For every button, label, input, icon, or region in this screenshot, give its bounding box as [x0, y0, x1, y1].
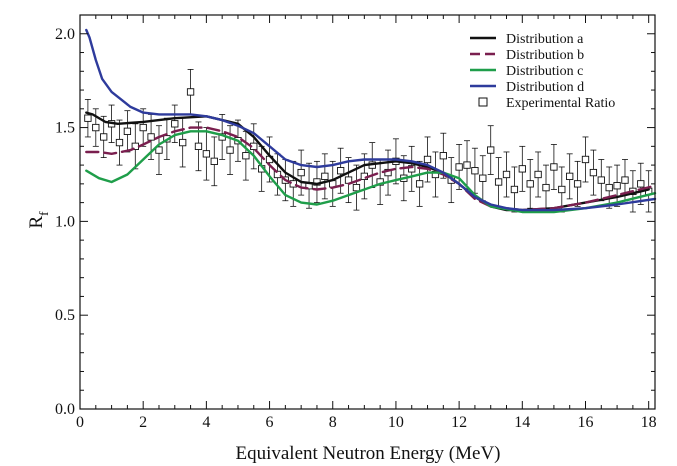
legend-label-1: Distribution b	[506, 48, 584, 63]
plot-area	[84, 28, 657, 214]
experimental-point	[558, 185, 566, 194]
experimental-point	[123, 127, 132, 135]
x-tick-label-6: 12	[451, 414, 467, 431]
experimental-point	[194, 142, 203, 150]
experimental-point	[202, 150, 211, 158]
x-tick-label-9: 18	[641, 414, 657, 431]
x-tick-label-1: 2	[139, 414, 147, 431]
experimental-point	[297, 168, 305, 177]
experimental-point	[289, 180, 297, 188]
x-tick-label-7: 14	[514, 414, 530, 431]
experimental-point	[597, 176, 605, 184]
experimental-point	[139, 123, 147, 132]
experimental-point	[534, 170, 542, 179]
experimental-point	[589, 168, 598, 177]
experimental-point	[415, 180, 424, 188]
experimental-point	[171, 120, 179, 128]
experimental-point	[179, 138, 187, 147]
experimental-point	[502, 170, 511, 179]
y-tick-label-4: 2.0	[55, 26, 75, 43]
experimental-point	[100, 133, 108, 141]
experimental-point	[423, 155, 432, 164]
legend-label-3: Distribution d	[506, 80, 584, 95]
x-tick-label-5: 10	[388, 414, 404, 431]
y-tick-label-0: 0.0	[55, 401, 75, 418]
legend-label-4: Experimental Ratio	[506, 96, 615, 111]
experimental-point	[186, 88, 195, 96]
experimental-point	[573, 180, 582, 188]
experimental-point	[479, 174, 487, 182]
y-axis-title: Rf	[26, 211, 51, 229]
experimental-point	[566, 172, 574, 181]
y-tick-label-1: 0.5	[55, 307, 75, 324]
x-tick-label-8: 16	[577, 414, 593, 431]
legend-label-0: Distribution a	[506, 32, 584, 47]
experimental-point	[526, 180, 534, 188]
experimental-point	[613, 182, 621, 190]
experimental-point	[155, 146, 163, 154]
experimental-point	[242, 152, 250, 160]
experimental-point	[84, 114, 92, 122]
experimental-point	[518, 165, 526, 173]
experimental-point	[439, 152, 447, 160]
series-line-d	[85, 28, 657, 212]
y-axis-title-subscript: f	[36, 211, 51, 216]
experimental-point	[210, 157, 218, 165]
experimental-point	[463, 161, 471, 169]
experimental-point	[471, 167, 479, 175]
experimental-point	[605, 183, 613, 192]
experimental-point	[510, 185, 519, 194]
experimental-point	[408, 165, 416, 173]
experimental-point	[550, 163, 558, 171]
x-axis: 0 2 4 6 8 10 12 14 16 18	[76, 15, 657, 431]
experimental-point	[542, 183, 550, 192]
x-axis-title: Equivalent Neutron Energy (MeV)	[235, 443, 500, 464]
x-tick-label-0: 0	[76, 414, 84, 431]
experimental-point	[581, 155, 590, 164]
experimental-point	[92, 123, 100, 132]
experimental-point	[336, 167, 345, 175]
y-tick-label-3: 1.5	[55, 120, 75, 137]
experimental-point	[226, 146, 234, 154]
experimental-point	[455, 163, 463, 171]
experimental-point	[494, 178, 503, 186]
x-tick-label-4: 8	[329, 414, 337, 431]
experimental-point	[487, 146, 495, 154]
experimental-point	[115, 138, 124, 147]
x-tick-label-3: 6	[266, 414, 274, 431]
legend-marker-experimental	[478, 97, 488, 107]
legend-label-2: Distribution c	[506, 64, 583, 79]
y-axis: 0.0 0.5 1.0 1.5 2.0	[55, 26, 655, 418]
experimental-point	[621, 176, 629, 184]
x-tick-label-2: 4	[202, 414, 210, 431]
plot-frame	[79, 14, 656, 410]
experimental-point	[147, 133, 155, 141]
experimental-point	[321, 172, 329, 181]
y-tick-label-2: 1.0	[55, 213, 75, 230]
experimental-point	[352, 183, 361, 192]
experimental-point	[637, 180, 645, 188]
y-axis-title-main: R	[26, 216, 47, 229]
